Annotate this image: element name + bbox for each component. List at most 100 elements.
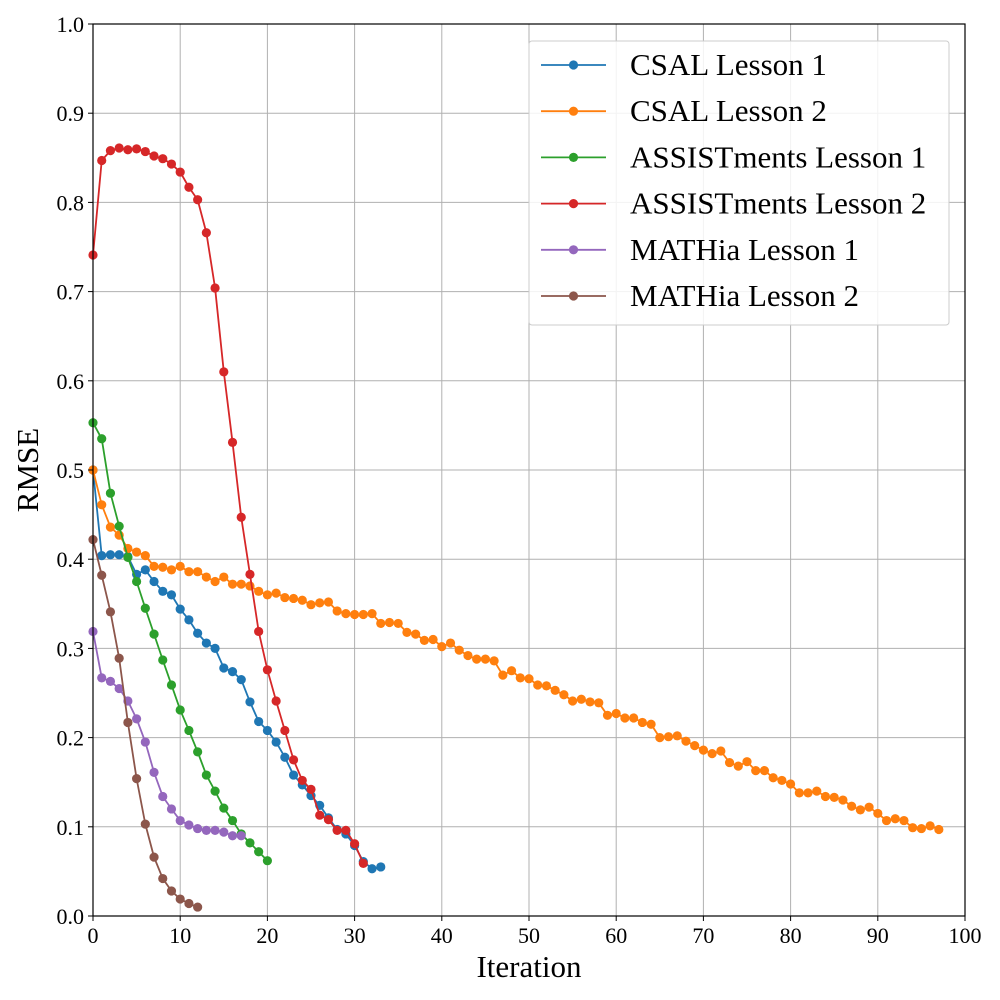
data-point (855, 805, 865, 815)
y-tick-label: 1.0 (57, 12, 85, 37)
data-point (193, 823, 203, 834)
legend-label: MATHia Lesson 1 (630, 232, 859, 267)
y-tick-label: 0.4 (57, 547, 85, 572)
series-assistments-lesson-1 (88, 418, 272, 866)
series-line (92, 539, 198, 908)
data-point (245, 697, 255, 707)
data-point (105, 550, 116, 560)
data-point (881, 815, 892, 826)
data-point (384, 617, 395, 628)
data-point (166, 590, 177, 600)
data-point (140, 819, 150, 829)
data-point (454, 645, 464, 655)
data-point (812, 786, 822, 796)
data-point (123, 717, 133, 728)
legend-item: ASSISTments Lesson 1 (541, 139, 926, 174)
data-point (193, 628, 203, 638)
data-point (498, 670, 508, 680)
data-point (480, 654, 490, 664)
data-point (105, 676, 116, 687)
y-tick-label: 0.9 (57, 101, 85, 126)
legend-marker (568, 60, 579, 70)
legend-label: ASSISTments Lesson 1 (630, 139, 926, 174)
data-point (445, 638, 456, 648)
data-point (594, 698, 604, 708)
data-point (132, 576, 142, 587)
data-point (341, 609, 351, 619)
tick-labels: 0 10 20 30 40 50 60 70 80 90 100 0.0 0.1 0.2 0.3 0.4 0.5… (57, 12, 982, 948)
data-point (707, 749, 717, 759)
data-point (262, 665, 272, 675)
data-point (123, 145, 133, 155)
data-point (323, 815, 334, 825)
data-point (184, 615, 194, 625)
data-point (158, 791, 168, 802)
data-point (280, 592, 290, 603)
data-point (236, 675, 246, 685)
data-point (227, 815, 238, 826)
data-point (193, 902, 203, 912)
data-point (472, 654, 482, 664)
x-tick-label: 80 (780, 923, 802, 948)
data-point (97, 434, 107, 444)
data-point (254, 847, 264, 857)
data-point (97, 673, 107, 683)
y-tick-label: 0.6 (57, 369, 85, 394)
data-point (97, 551, 107, 561)
data-point (158, 586, 168, 596)
legend-marker (568, 291, 579, 301)
data-point (646, 719, 656, 729)
data-point (280, 725, 290, 736)
data-point (533, 680, 543, 690)
data-point (506, 666, 517, 676)
y-tick-label: 0.8 (57, 190, 85, 215)
legend-label: ASSISTments Lesson 2 (630, 186, 926, 221)
x-tick-label: 60 (605, 923, 627, 948)
data-point (515, 673, 525, 683)
data-point (899, 815, 909, 826)
data-point (193, 747, 203, 757)
data-point (210, 825, 220, 835)
data-point (227, 579, 238, 589)
data-point (393, 618, 403, 629)
data-point (184, 820, 194, 830)
data-point (166, 886, 177, 896)
data-point (184, 567, 194, 577)
data-point (271, 696, 281, 706)
data-point (550, 685, 560, 695)
data-point (219, 572, 229, 582)
series-csal-lesson-1 (88, 465, 386, 874)
data-point (149, 852, 159, 862)
data-point (332, 825, 342, 835)
data-point (114, 683, 124, 694)
data-point (315, 598, 325, 608)
data-point (193, 195, 203, 205)
data-point (149, 561, 159, 571)
data-point (358, 609, 368, 620)
data-point (175, 705, 185, 715)
data-point (166, 159, 177, 169)
data-point (140, 551, 150, 561)
data-point (105, 522, 116, 532)
data-point (620, 713, 630, 723)
data-point (219, 827, 229, 837)
x-tick-label: 30 (344, 923, 366, 948)
data-point (759, 766, 770, 776)
data-point (219, 663, 229, 673)
data-point (184, 725, 194, 736)
data-point (297, 595, 307, 605)
data-point (576, 694, 586, 704)
x-tick-label: 50 (518, 923, 540, 948)
data-point (873, 808, 883, 819)
data-point (97, 155, 107, 166)
data-point (140, 146, 150, 157)
data-point (768, 773, 778, 783)
data-point (132, 774, 142, 784)
data-point (690, 741, 700, 751)
data-point (236, 831, 246, 841)
data-point (236, 512, 246, 522)
x-tick-label: 70 (692, 923, 714, 948)
data-point (786, 779, 796, 789)
data-point (105, 488, 116, 498)
